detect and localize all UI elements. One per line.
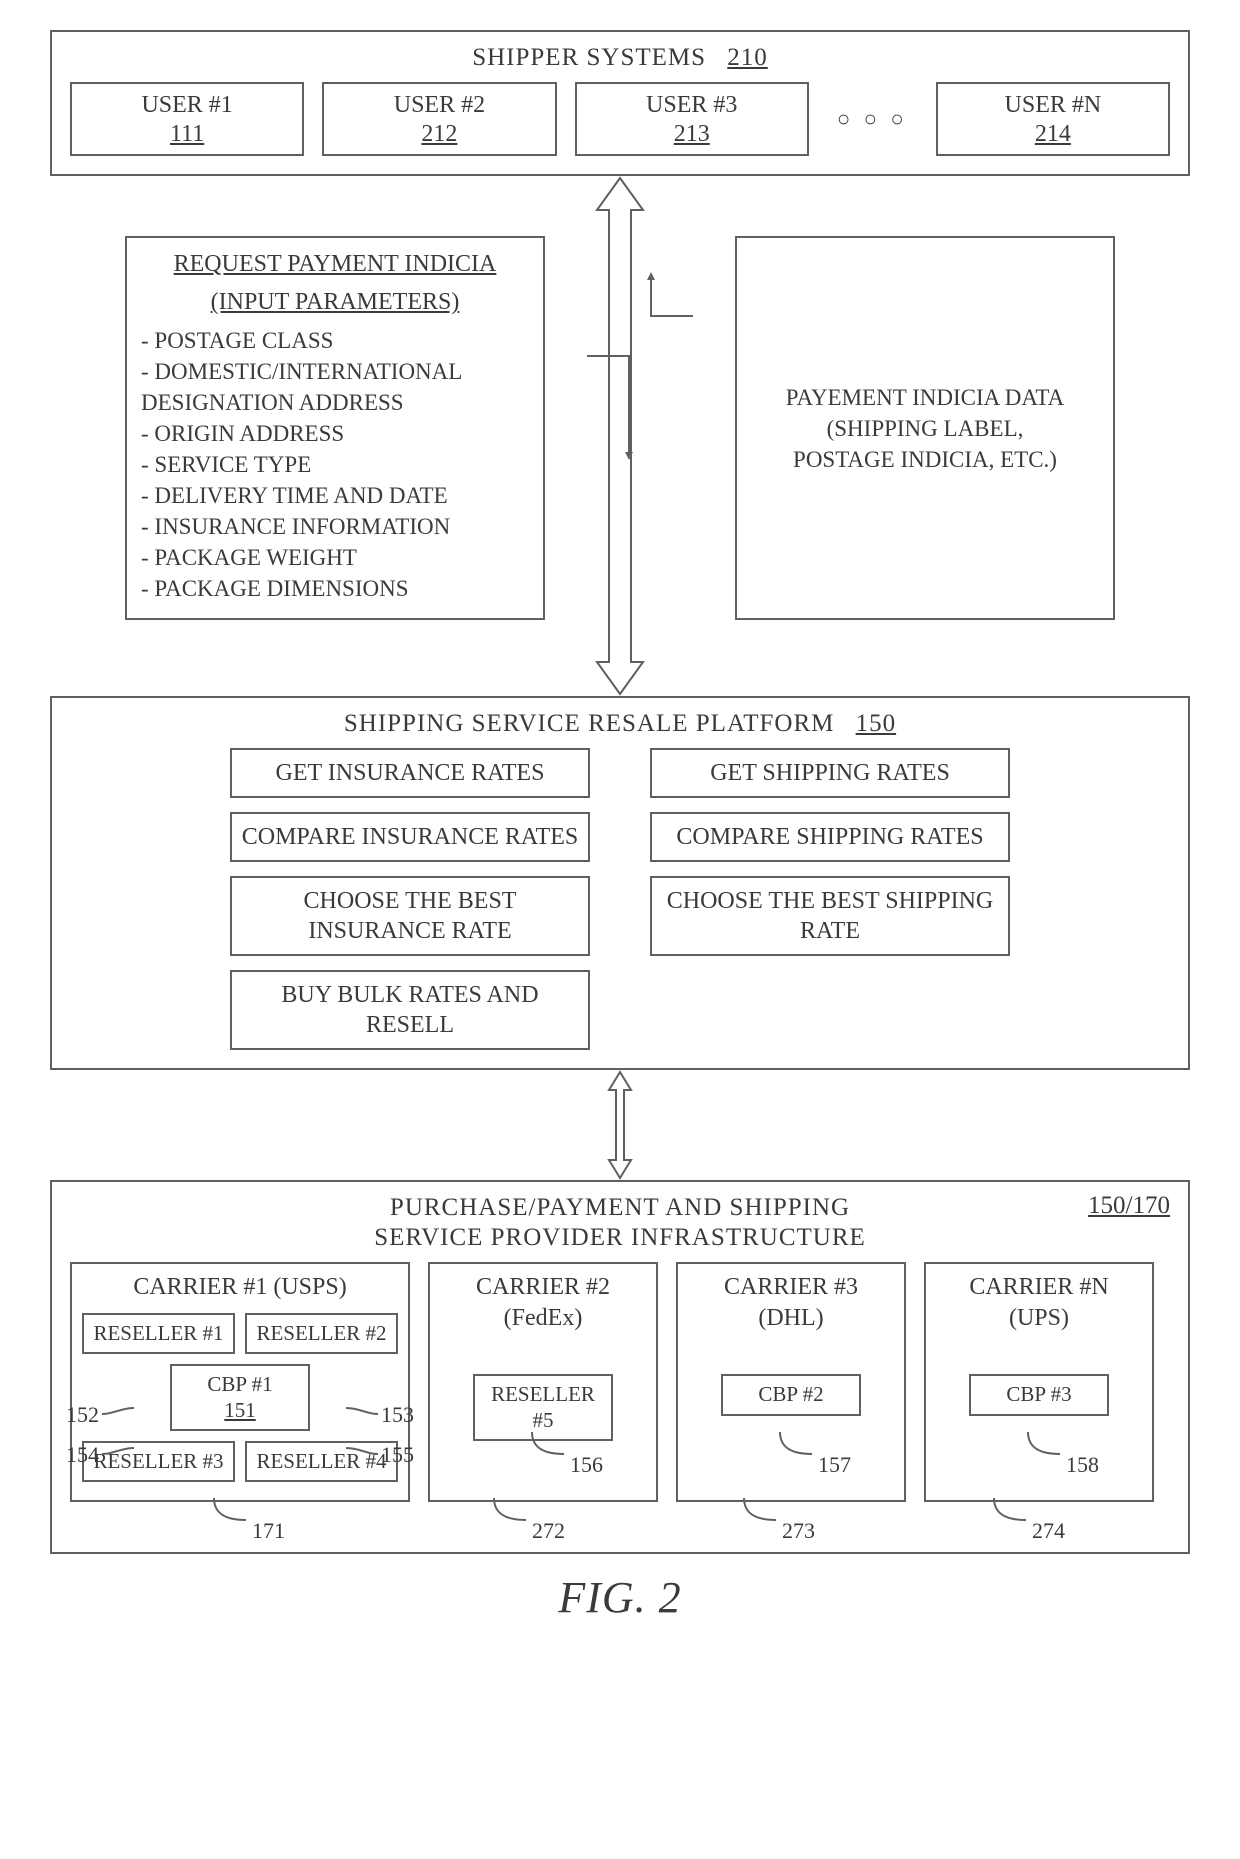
action-box: GET SHIPPING RATES <box>650 748 1010 798</box>
carrier-title-line: (UPS) <box>936 1303 1142 1334</box>
lead-ref: 154 <box>66 1442 99 1468</box>
response-box: PAYEMENT INDICIA DATA (SHIPPING LABEL, P… <box>735 236 1115 620</box>
request-header1: REQUEST PAYMENT INDICIA <box>141 248 529 280</box>
action-box: COMPARE INSURANCE RATES <box>230 812 590 862</box>
box-ref: 156 <box>570 1452 603 1478</box>
user-label: USER #2 <box>394 92 485 118</box>
users-row: USER #1 111 USER #2 212 USER #3 213 ○ ○ … <box>70 82 1170 156</box>
lead-ref: 155 <box>381 1442 414 1468</box>
panel-ref: 272 <box>532 1518 565 1544</box>
lead-ref: 153 <box>381 1402 414 1428</box>
insurance-column: GET INSURANCE RATES COMPARE INSURANCE RA… <box>230 748 590 1050</box>
carriers-row: CARRIER #1 (USPS) RESELLER #1 RESELLER #… <box>70 1262 1170 1502</box>
user-box: USER #2 212 <box>322 82 556 156</box>
action-box: CHOOSE THE BEST SHIPPING RATE <box>650 876 1010 956</box>
lead-ref: 152 <box>66 1402 99 1428</box>
cbp-label: CBP #1 <box>207 1372 272 1396</box>
user-box: USER #1 111 <box>70 82 304 156</box>
carrier-1-title: CARRIER #1 (USPS) <box>82 1272 398 1303</box>
infra-title2: SERVICE PROVIDER INFRASTRUCTURE <box>70 1224 1170 1252</box>
carrier-1-grid: RESELLER #1 RESELLER #2 CBP #1 151 RESEL… <box>82 1313 398 1482</box>
carrier-title: CARRIER #N (UPS) <box>936 1272 1142 1334</box>
cbp-box: CBP #1 151 <box>170 1364 310 1430</box>
request-item: - DOMESTIC/INTERNATIONAL DESIGNATION ADD… <box>141 356 529 418</box>
box-ref: 157 <box>818 1452 851 1478</box>
request-item: - DELIVERY TIME AND DATE <box>141 480 529 511</box>
user-ref: 111 <box>78 121 296 148</box>
cbp-box: CBP #3 <box>969 1374 1109 1415</box>
carrier-title-line: (DHL) <box>688 1303 894 1334</box>
request-item: - PACKAGE DIMENSIONS <box>141 573 529 604</box>
carrier-title-line: CARRIER #2 <box>440 1272 646 1303</box>
user-label: USER #3 <box>646 92 737 118</box>
infrastructure-panel: 150/170 PURCHASE/PAYMENT AND SHIPPING SE… <box>50 1180 1190 1554</box>
carrier-3-panel: CARRIER #3 (DHL) CBP #2 157 <box>676 1262 906 1502</box>
box-ref: 158 <box>1066 1452 1099 1478</box>
reseller-box: RESELLER #4 <box>245 1441 398 1482</box>
user-ref: 213 <box>583 121 801 148</box>
user-label: USER #1 <box>141 92 232 118</box>
action-box: GET INSURANCE RATES <box>230 748 590 798</box>
user-ref: 212 <box>330 121 548 148</box>
platform-columns: GET INSURANCE RATES COMPARE INSURANCE RA… <box>70 748 1170 1050</box>
request-item: - INSURANCE INFORMATION <box>141 511 529 542</box>
action-box: CHOOSE THE BEST INSURANCE RATE <box>230 876 590 956</box>
shipper-title-text: SHIPPER SYSTEMS <box>472 44 706 71</box>
response-line: (SHIPPING LABEL, <box>786 413 1064 444</box>
platform-title-text: SHIPPING SERVICE RESALE PLATFORM <box>344 710 834 737</box>
reseller-box: RESELLER #1 <box>82 1313 235 1354</box>
resale-platform-panel: SHIPPING SERVICE RESALE PLATFORM 150 GET… <box>50 696 1190 1070</box>
reseller-box: RESELLER #5 <box>473 1374 613 1440</box>
user-ref: 214 <box>944 121 1162 148</box>
carrier-2-panel: CARRIER #2 (FedEx) RESELLER #5 156 <box>428 1262 658 1502</box>
carrier-1-panel: CARRIER #1 (USPS) RESELLER #1 RESELLER #… <box>70 1262 410 1502</box>
panel-ref: 171 <box>252 1518 285 1544</box>
carrier-title: CARRIER #3 (DHL) <box>688 1272 894 1334</box>
reseller-box: RESELLER #3 <box>82 1441 235 1482</box>
platform-title: SHIPPING SERVICE RESALE PLATFORM 150 <box>70 710 1170 738</box>
shipper-ref: 210 <box>727 44 768 71</box>
action-box: BUY BULK RATES AND RESELL <box>230 970 590 1050</box>
request-params-box: REQUEST PAYMENT INDICIA (INPUT PARAMETER… <box>125 236 545 620</box>
panel-ref: 273 <box>782 1518 815 1544</box>
infra-title1: PURCHASE/PAYMENT AND SHIPPING <box>70 1194 1170 1222</box>
request-item: - ORIGIN ADDRESS <box>141 418 529 449</box>
request-item: - SERVICE TYPE <box>141 449 529 480</box>
carrier-n-panel: CARRIER #N (UPS) CBP #3 158 <box>924 1262 1154 1502</box>
carrier-title-line: CARRIER #N <box>936 1272 1142 1303</box>
response-line: PAYEMENT INDICIA DATA <box>786 382 1064 413</box>
cbp-box: CBP #2 <box>721 1374 861 1415</box>
shipper-title: SHIPPER SYSTEMS 210 <box>70 44 1170 72</box>
thin-double-arrow-icon <box>607 1070 633 1180</box>
panel-ref: 274 <box>1032 1518 1065 1544</box>
users-ellipsis: ○ ○ ○ <box>827 106 918 132</box>
carrier-title-line: (FedEx) <box>440 1303 646 1334</box>
carrier-title-line: CARRIER #3 <box>688 1272 894 1303</box>
request-item: - POSTAGE CLASS <box>141 325 529 356</box>
shipping-column: GET SHIPPING RATES COMPARE SHIPPING RATE… <box>650 748 1010 1050</box>
user-box: USER #N 214 <box>936 82 1170 156</box>
infra-ref: 150/170 <box>1088 1192 1170 1220</box>
user-label: USER #N <box>1005 92 1102 118</box>
carrier-title: CARRIER #2 (FedEx) <box>440 1272 646 1334</box>
shipper-systems-panel: SHIPPER SYSTEMS 210 USER #1 111 USER #2 … <box>50 30 1190 176</box>
reseller-box: RESELLER #2 <box>245 1313 398 1354</box>
figure-caption: FIG. 2 <box>30 1572 1210 1623</box>
request-header2: (INPUT PARAMETERS) <box>141 286 529 318</box>
action-box: COMPARE SHIPPING RATES <box>650 812 1010 862</box>
hook-arrows-icon <box>585 236 695 616</box>
user-box: USER #3 213 <box>575 82 809 156</box>
platform-ref: 150 <box>856 710 897 737</box>
request-item: - PACKAGE WEIGHT <box>141 542 529 573</box>
response-line: POSTAGE INDICIA, ETC.) <box>786 444 1064 475</box>
cbp-ref: 151 <box>176 1398 304 1423</box>
